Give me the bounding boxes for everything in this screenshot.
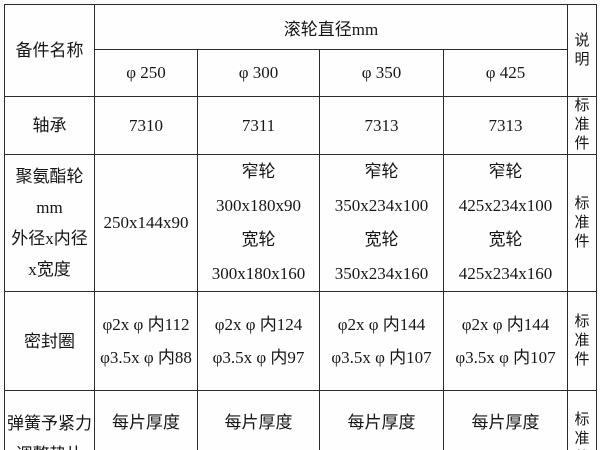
value-cell: 每片厚度 0.5~1mm [442,390,569,450]
diameter-header-label: φ 300 [238,63,279,82]
row-label: 外径x内径 [11,229,88,248]
note-cell: 标准件 [567,291,598,391]
value-line: 宽轮350x234x160 [334,230,429,283]
value-cell: 窄轮425x234x100 宽轮425x234x160 [442,154,569,292]
row-label: 调整垫片 [7,439,92,450]
value-line: 7313 [364,116,399,135]
value-line: 0.5~1mm [200,439,317,450]
note-label: 标准件 [574,98,590,152]
value-line: 窄轮350x234x100 [334,162,429,215]
row-label-cell: 聚氨酯轮mm 外径x内径 x宽度 [4,154,95,292]
value-cell: φ2x φ 内124 φ3.5x φ 内97 [197,291,320,391]
row-label-cell: 弹簧予紧力 调整垫片 [4,390,95,450]
value-cell: φ2x φ 内112 φ3.5x φ 内88 [94,291,198,391]
note-header-cell: 说明 [567,4,598,97]
row-label: 弹簧予紧力 [7,414,92,433]
value-cell: 每片厚度 0.5~1mm [94,390,198,450]
value-cell: φ2x φ 内144 φ3.5x φ 内107 [319,291,444,391]
value-line: 7313 [488,116,523,135]
value-cell: 窄轮350x234x100 宽轮350x234x160 [319,154,444,292]
value-cell: 250x144x90 [94,154,198,292]
value-line: 每片厚度 [112,413,180,432]
value-cell: φ2x φ 内144 φ3.5x φ 内107 [442,291,569,391]
diameter-header-cell: φ 250 [94,49,198,97]
value-line: φ2x φ 内144 [461,315,550,334]
diameter-header-cell: φ 300 [197,49,320,97]
value-line: φ3.5x φ 内107 [455,348,556,367]
diameter-header-label: φ 250 [126,63,166,82]
row-label: 轴承 [32,116,67,135]
note-header-label: 说明 [574,32,590,68]
corner-header-label: 备件名称 [15,41,84,60]
value-line: 7310 [129,116,163,135]
table-row-seal: 密封圈 φ2x φ 内112 φ3.5x φ 内88 φ2x φ 内124 φ3… [4,291,598,391]
row-label: x宽度 [28,260,71,279]
value-cell: 7313 [319,96,444,155]
note-label: 标准件 [574,313,590,368]
note-label: 标准件 [574,195,590,250]
table-row-bearing: 轴承 7310 7311 7313 7313 标准件 [4,96,598,155]
header-row-2: φ 250 φ 300 φ 350 φ 425 [5,49,597,97]
value-cell: 7310 [94,96,198,155]
spare-parts-table: 备件名称 滚轮直径mm 说明 φ 250 φ 300 φ 350 φ 425 [4,4,598,450]
diameter-header-cell: φ 350 [319,49,444,97]
value-line: 0.5~1mm [97,439,195,450]
value-line: φ2x φ 内144 [337,315,426,334]
note-label: 标准件 [574,411,590,450]
value-cell: 7311 [197,96,320,155]
group-header-label: 滚轮直径mm [283,19,379,39]
value-line: φ3.5x φ 内88 [100,348,192,367]
note-cell: 标准件 [567,96,598,155]
group-header-cell: 滚轮直径mm [93,4,569,50]
value-line: 每片厚度 [471,413,540,432]
header-row-1: 备件名称 滚轮直径mm 说明 [4,4,598,97]
value-line: 0.5~1mm [322,439,441,450]
row-label: 聚氨酯轮mm [15,167,84,217]
value-line: 宽轮300x180x160 [211,230,306,283]
value-line: φ3.5x φ 内97 [212,348,305,367]
value-line: 窄轮425x234x100 [458,162,553,215]
value-cell: 每片厚度 0.5~1mm [197,390,320,450]
row-label: 密封圈 [24,331,75,351]
diameter-header-label: φ 350 [361,63,402,82]
value-line: φ2x φ 内112 [102,315,190,334]
table-row-wheel: 聚氨酯轮mm 外径x内径 x宽度 250x144x90 窄轮300x180x90… [4,154,598,292]
value-line: 0.5~1mm [446,439,565,450]
value-line: 宽轮425x234x160 [458,230,553,283]
value-line: φ2x φ 内124 [214,315,303,334]
corner-header-cell: 备件名称 [4,4,95,97]
table-row-shim: 弹簧予紧力 调整垫片 每片厚度 0.5~1mm 每片厚度 0.5~1mm 每片厚… [4,390,598,450]
note-cell: 标准件 [567,154,598,292]
row-label-cell: 轴承 [4,96,95,155]
value-line: 7311 [241,116,276,135]
diameter-header-cell: φ 425 [442,49,569,97]
value-line: φ3.5x φ 内107 [331,348,432,367]
value-line: 每片厚度 [224,413,293,432]
value-cell: 7313 [442,96,569,155]
note-cell: 标准件 [567,390,598,450]
value-cell: 窄轮300x180x90 宽轮300x180x160 [197,154,320,292]
value-line: 窄轮300x180x90 [216,162,301,215]
row-label-cell: 密封圈 [4,291,95,391]
diameter-header-label: φ 425 [485,63,526,82]
value-line: 每片厚度 [347,413,416,432]
value-cell: 每片厚度 0.5~1mm [319,390,444,450]
value-line: 250x144x90 [103,213,189,232]
